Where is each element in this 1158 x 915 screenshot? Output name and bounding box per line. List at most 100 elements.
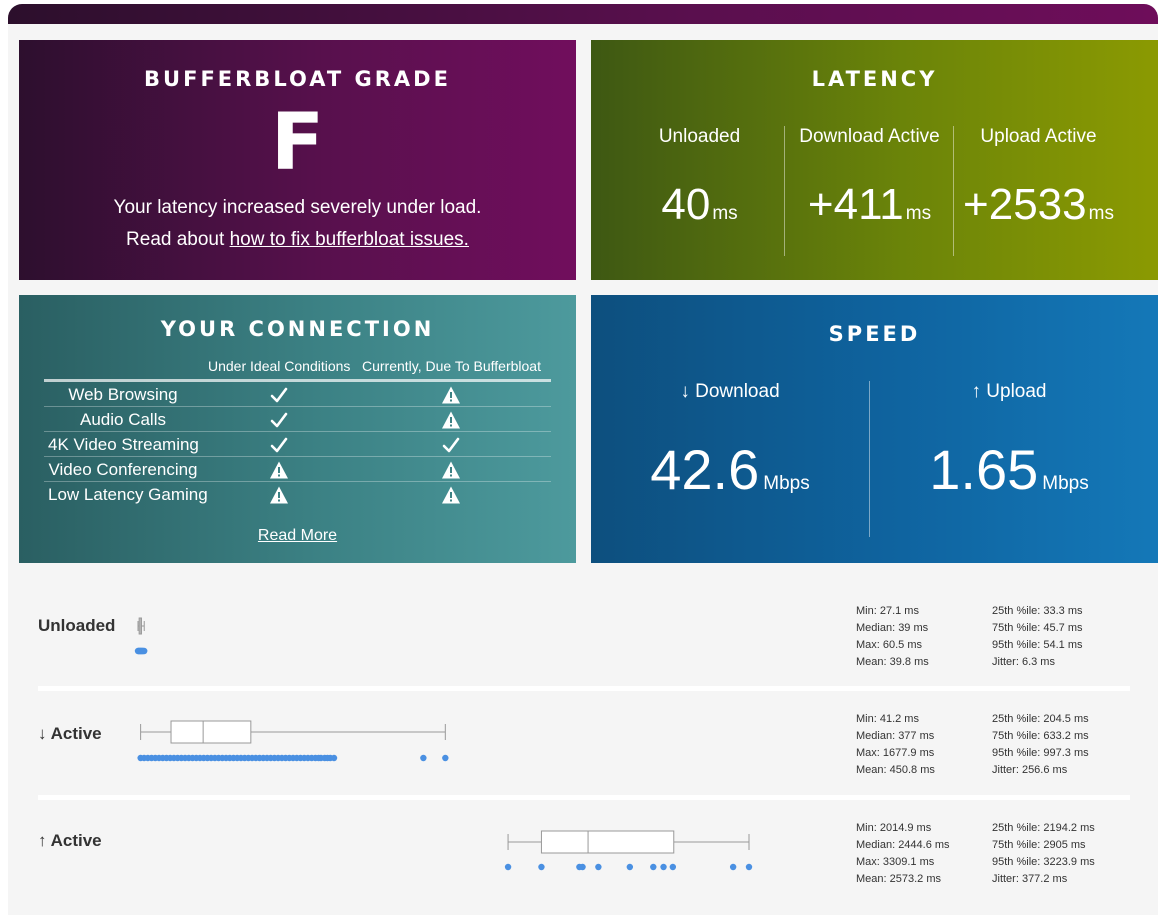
row-separator (38, 686, 1130, 691)
speed-title: SPEED (828, 322, 921, 346)
activity-name: Audio Calls (80, 410, 166, 429)
top-banner (8, 4, 1158, 26)
boxplot-label: ↑ Active (38, 831, 102, 850)
latency-title: LATENCY (811, 67, 938, 91)
sample-point (538, 863, 545, 871)
stat-max: Max: 1677.9 ms (856, 747, 935, 759)
sample-point (650, 863, 657, 871)
download-unit: Mbps (763, 473, 810, 494)
bufferbloat-grade-card: BUFFERBLOAT GRADE F Your latency increas… (19, 40, 576, 280)
sample-point (579, 863, 586, 871)
connection-title: YOUR CONNECTION (160, 317, 435, 341)
stat-min: Min: 27.1 ms (856, 605, 919, 617)
connection-row: Low Latency Gaming (44, 482, 551, 507)
latency-download-value: +411 (807, 180, 904, 229)
connection-table-header: Under Ideal Conditions Currently, Due To… (44, 355, 551, 379)
check-icon (441, 435, 461, 455)
stat-min: Min: 2014.9 ms (856, 822, 932, 834)
latency-download-value-block: +411 ms (785, 180, 954, 230)
connection-rows: Web Browsing Audio Calls 4K Video Streamin… (44, 382, 551, 507)
stats-right: 25th %ile: 33.3 ms 75th %ile: 45.7 ms 95… (992, 603, 1083, 671)
stat-mean: Mean: 450.8 ms (856, 764, 935, 776)
latency-download-active: Download Active +411 ms (785, 126, 954, 256)
grade-title: BUFFERBLOAT GRADE (144, 67, 451, 91)
download-value-block: 42.6 Mbps (591, 437, 869, 502)
col-current-header: Currently, Due To Bufferbloat (362, 358, 541, 374)
speed-divider (869, 381, 870, 537)
row-separator (38, 795, 1130, 800)
latency-unloaded-value: 40 (661, 180, 711, 229)
upload-unit: Mbps (1042, 473, 1089, 494)
grade-message: Your latency increased severely under lo… (113, 197, 482, 218)
connection-row: 4K Video Streaming (44, 432, 551, 457)
connection-row: Audio Calls (44, 407, 551, 432)
activity-name: Video Conferencing (48, 460, 198, 479)
stat-jitter: Jitter: 377.2 ms (992, 873, 1068, 885)
stats-left: Min: 2014.9 ms Median: 2444.6 ms Max: 33… (856, 820, 950, 888)
latency-divider (784, 126, 785, 256)
sample-point (660, 863, 667, 871)
stat-p25: 25th %ile: 33.3 ms (992, 605, 1083, 617)
sample-point (442, 754, 449, 762)
latency-unloaded-unit: ms (712, 203, 738, 224)
warning-icon (441, 385, 461, 405)
activity-name: 4K Video Streaming (48, 435, 199, 454)
latency-download-unit: ms (905, 203, 932, 224)
warning-icon (269, 485, 289, 505)
latency-unloaded-label: Unloaded (658, 126, 741, 147)
sample-point (729, 863, 737, 871)
stat-p95: 95th %ile: 54.1 ms (992, 639, 1083, 651)
boxplot-upload-active (504, 830, 753, 871)
read-more-link[interactable]: Read More (257, 527, 338, 544)
warning-icon (441, 410, 461, 430)
fix-bufferbloat-link[interactable]: how to fix bufferbloat issues. (229, 229, 469, 250)
latency-upload-unit: ms (1088, 203, 1114, 224)
stat-median: Median: 377 ms (856, 730, 935, 742)
sample-point (420, 754, 427, 762)
speed-download: ↓ Download 42.6 Mbps (591, 381, 869, 511)
activity-name: Low Latency Gaming (48, 485, 208, 504)
connection-row: Video Conferencing (44, 457, 551, 482)
latency-card: LATENCY Unloaded 40 ms Download Active +4… (591, 40, 1158, 280)
stats-right: 25th %ile: 204.5 ms 75th %ile: 633.2 ms … (992, 711, 1089, 779)
stat-median: Median: 39 ms (856, 622, 929, 634)
stat-p25: 25th %ile: 2194.2 ms (992, 822, 1095, 834)
speed-upload: ↑ Upload 1.65 Mbps (870, 381, 1148, 511)
connection-row: Web Browsing (44, 382, 551, 407)
boxplot-row-download-active: ↓ Active Min: 41.2 ms Median: 377 ms Max… (38, 708, 1130, 796)
stat-p75: 75th %ile: 45.7 ms (992, 622, 1083, 634)
sample-point (504, 863, 512, 871)
stat-max: Max: 60.5 ms (856, 639, 923, 651)
check-icon (269, 410, 289, 430)
sample-point (330, 754, 338, 762)
latency-upload-active: Upload Active +2533 ms (954, 126, 1123, 256)
your-connection-card: YOUR CONNECTION Under Ideal Conditions C… (19, 295, 576, 563)
upload-value-block: 1.65 Mbps (870, 437, 1148, 502)
boxplot-unloaded (134, 617, 148, 655)
sample-point (745, 863, 753, 871)
warning-icon (441, 460, 461, 480)
iqr-box (540, 830, 675, 854)
boxplot-row-unloaded: Unloaded Min: 27.1 ms Median: 39 ms Max:… (38, 600, 1130, 686)
latency-unloaded: Unloaded 40 ms (615, 126, 784, 256)
activity-name: Web Browsing (68, 385, 178, 404)
check-icon (269, 435, 289, 455)
sample-point (669, 863, 677, 871)
stat-p95: 95th %ile: 997.3 ms (992, 747, 1089, 759)
latency-upload-value: +2533 (963, 180, 1087, 229)
latency-columns: Unloaded 40 ms Download Active +411 ms Upl… (591, 126, 1158, 256)
latency-divider (953, 126, 954, 256)
stat-jitter: Jitter: 256.6 ms (992, 764, 1068, 776)
download-label: ↓ Download (680, 381, 780, 402)
stat-max: Max: 3309.1 ms (856, 856, 935, 868)
stat-median: Median: 2444.6 ms (856, 839, 950, 851)
boxplot-label: Unloaded (38, 616, 116, 635)
grade-read-prefix: Read about (126, 229, 230, 250)
boxplot-label: ↓ Active (38, 724, 102, 743)
warning-icon (441, 485, 461, 505)
iqr-box (170, 720, 252, 744)
grade-message-block: Your latency increased severely under lo… (19, 192, 576, 256)
stat-p25: 25th %ile: 204.5 ms (992, 713, 1089, 725)
stat-jitter: Jitter: 6.3 ms (992, 656, 1055, 668)
stat-min: Min: 41.2 ms (856, 713, 919, 725)
